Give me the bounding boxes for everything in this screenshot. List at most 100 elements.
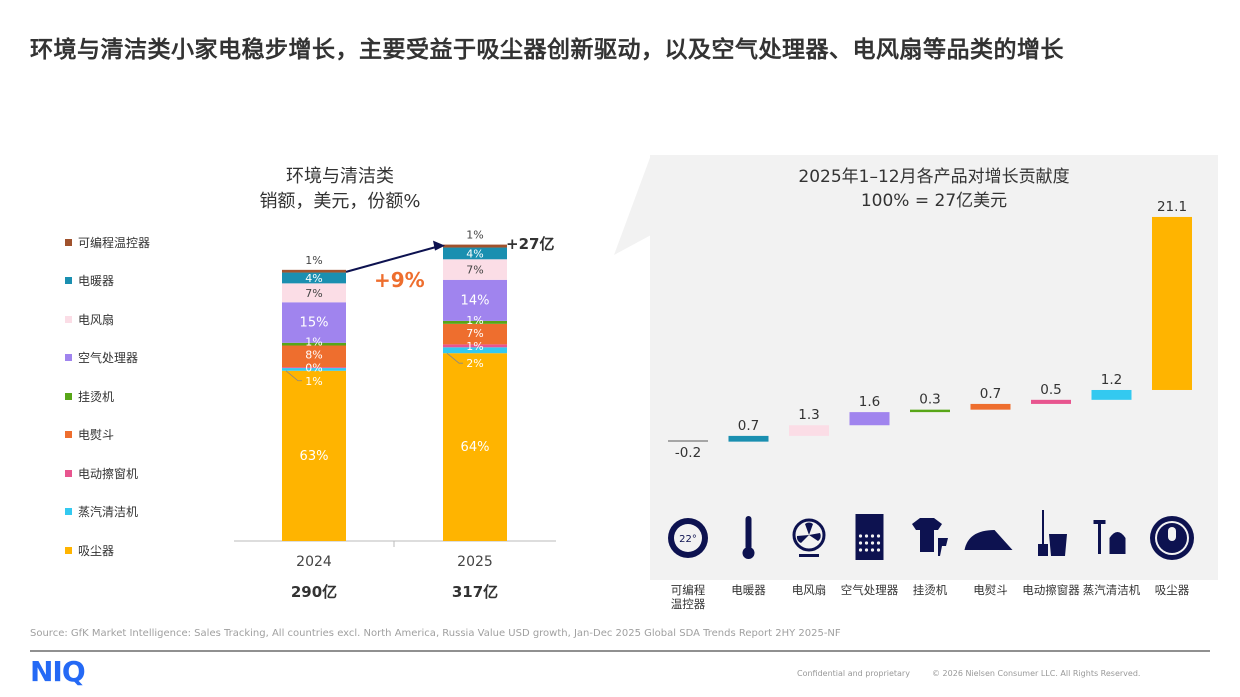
leader-line [446,352,463,364]
copyright: © 2026 Nielsen Consumer LLC. All Rights … [932,669,1141,678]
segment-label: 7% [305,287,322,300]
thermo-stem [745,516,752,550]
segment-label: 1% [466,340,483,353]
purifier-dot [864,548,869,552]
waterfall-bar [668,440,708,442]
total-label: 317亿 [452,583,498,601]
footer-divider [30,650,1210,652]
legend-swatch [65,469,72,477]
legend-swatch [65,431,72,438]
purifier-dot [870,548,875,552]
steamer-head [938,538,948,556]
legend-item: 挂烫机 [65,389,114,404]
purifier-dot [876,548,881,552]
bar-segment [282,302,346,343]
purifier-dot [858,534,863,538]
thermostat-text: 22° [679,534,697,545]
segment-label: 7% [466,327,483,340]
bar-segment [282,370,346,541]
legend-label: 空气处理器 [78,351,139,365]
value-label: 1.2 [1101,372,1122,388]
bar-segment [282,269,346,273]
segment-label: 1% [305,375,322,388]
value-label: 0.3 [919,392,940,408]
bar-segment [282,368,346,371]
purifier-dot [876,534,881,538]
waterfall-bar [910,409,950,413]
segment-label: 14% [461,293,490,308]
shirt-shape [912,518,942,552]
segment-label: 15% [300,316,329,331]
steam-tank [1109,532,1126,554]
niq-logo: NIQ [30,655,86,688]
purifier-dot [876,541,881,545]
bucket [1049,534,1067,556]
segment-label: 2% [466,357,483,370]
bar-segment [443,259,507,280]
purifier-dot [870,534,875,538]
purifier-dot [864,534,869,538]
robot-vacuum-icon [1150,516,1194,560]
stacked-bar-chart: 63%1%0%8%1%15%7%4%1%2024290亿64%2%1%7%1%1… [234,229,556,601]
waterfall-bar [1152,216,1192,390]
fan-base [799,554,819,557]
legend-label: 电风扇 [78,312,115,327]
segment-label: 0% [305,362,322,375]
heater-icon [742,516,755,559]
purifier-dot [870,541,875,545]
fan-blades [796,522,821,543]
arrow-head [433,240,445,251]
growth-arrow [345,244,442,273]
wand-head [1093,520,1106,524]
page-title: 环境与清洁类小家电稳步增长，主要受益于吸尘器创新驱动，以及空气处理器、电风扇等品… [30,37,1064,63]
iron-shape [964,530,1013,550]
category-label: 蒸汽清洁机 [1082,583,1141,597]
growth-label: +9% [374,268,425,292]
thermostat-face [674,524,702,552]
waterfall-chart: -0.2 22° 0.7 1.3 1.6 0.3 0.7 0.5 1.2 21.1 [668,199,1194,560]
legend-label: 电动擦窗机 [78,466,139,481]
right-chart-title: 2025年1–12月各产品对增长贡献度 [798,167,1070,187]
purifier-dot [864,541,869,545]
segment-label: 1% [466,229,483,242]
bar-segment [443,344,507,348]
legend-label: 吸尘器 [78,543,115,558]
purifier-dot [858,541,863,545]
bar-segment [282,272,346,284]
thermo-bulb [742,547,755,559]
category-label: 挂烫机 [912,583,948,597]
waterfall-bar [849,412,890,426]
callout-wedge [614,155,651,255]
category-label: 可编程温控器 [670,583,706,611]
legend-item: 吸尘器 [65,543,115,558]
total-label: 290亿 [291,583,337,601]
value-label: 1.6 [859,394,880,410]
fan-ring [792,518,826,552]
window-cleaner-icon [1038,510,1067,556]
category-label: 电动擦窗器 [1022,583,1080,597]
bar-segment [443,353,507,541]
legend-label: 蒸汽清洁机 [78,505,139,519]
value-label: -0.2 [675,445,701,461]
legend-item: 可编程温控器 [65,235,151,250]
bar-segment [443,323,507,345]
legend-swatch [65,508,72,515]
purifier-dot [858,548,863,552]
segment-label: 7% [466,264,483,277]
legend-item: 电风扇 [65,312,115,327]
category-label: 电风扇 [791,583,827,597]
bar-segment [443,247,507,260]
right-chart-subtitle: 100% = 27亿美元 [860,191,1008,211]
segment-label: 1% [466,314,483,327]
legend-swatch [65,238,72,246]
legend-label: 可编程温控器 [78,235,151,250]
legend-swatch [65,277,72,284]
mop-head [1038,544,1048,556]
left-chart-heading: 环境与清洁类 销额，美元，份额% [230,164,450,214]
category-label: 吸尘器 [1154,583,1190,597]
bar-segment [443,279,507,321]
legend-item: 电动擦窗机 [65,466,139,481]
segment-label: 64% [461,440,490,455]
segment-label: 4% [466,247,483,260]
bar-segment [443,347,507,354]
